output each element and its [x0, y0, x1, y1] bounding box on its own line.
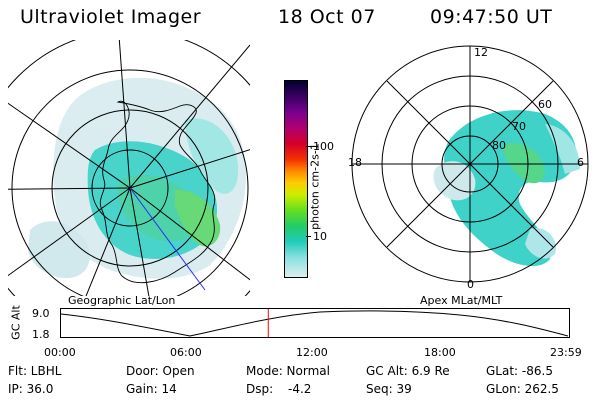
geo-blue-meridian	[129, 187, 206, 291]
orbit-plot	[60, 308, 570, 338]
orbit-xtick-2359: 23:59	[550, 346, 582, 359]
door-info: Door: Open	[126, 364, 195, 378]
mlt-label-6: 6	[577, 156, 584, 169]
orbit-xtick-0600: 06:00	[170, 346, 202, 359]
coastline	[99, 100, 216, 284]
orbit-xtick-1200: 12:00	[296, 346, 328, 359]
seq-info: Seq: 39	[366, 382, 412, 396]
geo-grid	[8, 40, 250, 296]
apex-grid	[351, 45, 589, 283]
glat-info: GLat: -86.5	[486, 364, 553, 378]
lat-label-80: 80	[492, 139, 506, 152]
filter-info: Flt: LBHL	[8, 364, 62, 378]
orbit-ytick-1.8: 1.8	[32, 328, 50, 341]
mlt-label-12: 12	[474, 46, 488, 59]
gain-info: Gain: 14	[126, 382, 177, 396]
geo-caption: Geographic Lat/Lon	[68, 294, 176, 307]
orbit-xtick-1800: 18:00	[424, 346, 456, 359]
gc-alt-info: GC Alt: 6.9 Re	[366, 364, 450, 378]
orbit-xtick-0000: 00:00	[44, 346, 76, 359]
apex-auroral-image	[433, 110, 580, 267]
geographic-map	[8, 40, 250, 296]
colorbar-label: photon cm-2s-1	[308, 143, 322, 230]
mlt-label-18: 18	[348, 156, 362, 169]
apex-caption: Apex MLat/MLT	[420, 294, 503, 307]
orbit-altitude-curve	[60, 310, 569, 337]
colorbar-tick-100: 100	[313, 140, 334, 153]
dsp-label: Dsp:	[246, 382, 274, 396]
date-label: 18 Oct 07	[278, 6, 376, 28]
orbit-ytick-9: 9.0	[32, 307, 50, 320]
instrument-title: Ultraviolet Imager	[20, 6, 202, 28]
mode-info: Mode: Normal	[246, 364, 330, 378]
colorbar	[284, 80, 308, 278]
apex-map	[351, 45, 589, 283]
ip-info: IP: 36.0	[8, 382, 54, 396]
time-label: 09:47:50 UT	[430, 6, 553, 28]
colorbar-tick-10: 10	[313, 230, 327, 243]
lat-label-70: 70	[512, 120, 526, 133]
mlt-label-0: 0	[467, 278, 474, 291]
glon-info: GLon: 262.5	[486, 382, 559, 396]
geo-auroral-image	[28, 77, 246, 279]
lat-label-60: 60	[538, 98, 552, 111]
dsp-value: -4.2	[288, 382, 312, 396]
orbit-ylabel: GC Alt	[9, 305, 23, 340]
